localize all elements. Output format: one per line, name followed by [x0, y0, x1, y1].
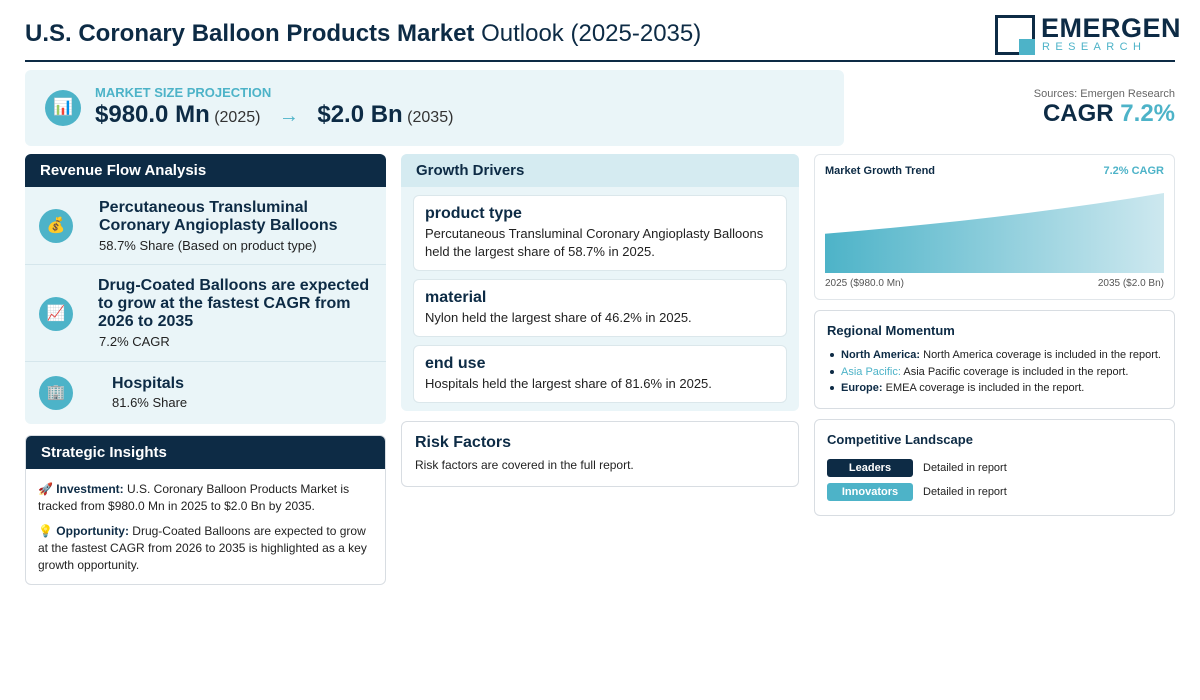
insight-label: Investment:: [56, 482, 124, 496]
region-label: North America:: [841, 349, 921, 361]
growth-drivers-panel: Growth Drivers product type Percutaneous…: [401, 154, 799, 411]
revenue-item-sub: 7.2% CAGR: [99, 334, 170, 349]
region-label: Asia Pacific:: [841, 365, 901, 378]
competitive-landscape-panel: Competitive Landscape Leaders Detailed i…: [814, 419, 1175, 516]
chart-cagr: 7.2% CAGR: [1103, 165, 1164, 177]
sources-text: Sources: Emergen Research: [1033, 88, 1175, 100]
page-title: U.S. Coronary Balloon Products Market Ou…: [25, 20, 701, 48]
logo-mark-icon: [995, 15, 1035, 55]
driver-title: product type: [425, 205, 522, 222]
insight-text: U.S. Coronary Balloon Products Market is…: [38, 482, 350, 513]
cagr-label: CAGR: [1042, 100, 1114, 127]
region-text: Asia Pacific coverage is included in the…: [903, 365, 1129, 378]
region-north-america: North America: North America coverage is…: [827, 347, 1162, 364]
logo-main-text: EMERGEN: [1041, 13, 1182, 43]
driver-title: material: [425, 289, 487, 306]
risk-factors-title: Risk Factors: [415, 434, 512, 451]
logo-sub-text: RESEARCH: [1042, 41, 1147, 53]
insight-investment: 🚀 Investment: U.S. Coronary Balloon Prod…: [26, 481, 385, 515]
innovators-badge: Innovators: [827, 483, 913, 501]
region-europe: Europe: EMEA coverage is included in the…: [827, 380, 1162, 397]
risk-factors-panel: Risk Factors Risk factors are covered in…: [401, 421, 799, 487]
revenue-item-product-type: 💰 Percutaneous Transluminal Coronary Ang…: [25, 187, 386, 265]
region-asia-pacific: Asia Pacific: Asia Pacific coverage is i…: [827, 364, 1162, 381]
region-list: North America: North America coverage is…: [827, 347, 1162, 397]
cagr-display: CAGR 7.2%: [1043, 100, 1175, 128]
insight-label: Opportunity:: [56, 524, 129, 538]
money-bag-icon: 💰: [39, 209, 73, 243]
driver-card-product-type: product type Percutaneous Transluminal C…: [413, 195, 787, 271]
revenue-item-title: Hospitals: [112, 375, 185, 392]
start-year: (2025): [214, 109, 261, 126]
revenue-item-hospitals: 🏢 Hospitals 81.6% Share: [25, 362, 386, 424]
strategic-insights-panel: Strategic Insights 🚀 Investment: U.S. Co…: [25, 435, 386, 585]
lightbulb-icon: 💡: [38, 524, 53, 538]
cagr-value: 7.2%: [1120, 100, 1175, 127]
driver-title: end use: [425, 355, 486, 372]
insight-opportunity: 💡 Opportunity: Drug-Coated Balloons are …: [26, 523, 385, 574]
revenue-item-sub: 58.7% Share (Based on product type): [99, 238, 317, 253]
strategic-insights-heading: Strategic Insights: [26, 436, 385, 469]
chart-start-label: 2025 ($980.0 Mn): [825, 278, 904, 289]
projection-values: $980.0 Mn (2025) → $2.0 Bn (2035): [95, 101, 453, 129]
projection-label: MARKET SIZE PROJECTION: [95, 85, 272, 100]
competitive-row-innovators: Innovators Detailed in report: [827, 480, 1162, 504]
market-size-projection: 📊 MARKET SIZE PROJECTION $980.0 Mn (2025…: [25, 70, 844, 146]
end-year: (2035): [407, 109, 454, 126]
driver-text: Nylon held the largest share of 46.2% in…: [425, 310, 692, 325]
revenue-item-sub: 81.6% Share: [112, 395, 188, 410]
bar-chart-icon: 📊: [45, 90, 81, 126]
rocket-icon: 🚀: [38, 482, 53, 496]
competitive-text: Detailed in report: [923, 486, 1007, 498]
competitive-row-leaders: Leaders Detailed in report: [827, 456, 1162, 480]
page-header: U.S. Coronary Balloon Products Market Ou…: [25, 12, 1181, 62]
title-rest: Outlook (2025-2035): [481, 20, 702, 47]
start-value: $980.0 Mn: [95, 101, 210, 128]
revenue-flow-heading: Revenue Flow Analysis: [25, 154, 386, 187]
end-value: $2.0 Bn: [317, 101, 403, 128]
competitive-text: Detailed in report: [923, 462, 1007, 474]
region-label: Europe:: [841, 382, 883, 394]
leaders-badge: Leaders: [827, 459, 913, 477]
arrow-right-icon: →: [278, 105, 299, 127]
insight-text: Drug-Coated Balloons are expected to gro…: [38, 524, 367, 572]
revenue-flow-panel: Revenue Flow Analysis 💰 Percutaneous Tra…: [25, 154, 386, 424]
risk-factors-text: Risk factors are covered in the full rep…: [415, 458, 634, 472]
revenue-item-title: Percutaneous Transluminal Coronary Angio…: [99, 199, 338, 234]
trend-chart-icon: 📈: [39, 297, 73, 331]
competitive-landscape-title: Competitive Landscape: [827, 432, 973, 447]
driver-card-end-use: end use Hospitals held the largest share…: [413, 345, 787, 403]
regional-momentum-panel: Regional Momentum North America: North A…: [814, 310, 1175, 409]
hospital-icon: 🏢: [39, 376, 73, 410]
trend-area-svg: [825, 193, 1164, 273]
region-text: North America coverage is included in th…: [923, 349, 1161, 361]
chart-title: Market Growth Trend: [825, 165, 936, 177]
driver-text: Percutaneous Transluminal Coronary Angio…: [425, 226, 764, 259]
driver-text: Hospitals held the largest share of 81.6…: [425, 376, 712, 391]
emergen-logo[interactable]: EMERGEN RESEARCH: [995, 13, 1181, 56]
regional-momentum-title: Regional Momentum: [827, 323, 955, 338]
chart-end-label: 2035 ($2.0 Bn): [1097, 278, 1164, 289]
revenue-item-drug-coated: 📈 Drug-Coated Balloons are expected to g…: [25, 265, 386, 362]
region-text: EMEA coverage is included in the report.: [885, 382, 1085, 394]
market-growth-trend-chart: Market Growth Trend 7.2% CAGR 2025 ($980…: [814, 154, 1175, 300]
revenue-item-title: Drug-Coated Balloons are expected to gro…: [98, 277, 370, 330]
growth-drivers-heading: Growth Drivers: [401, 154, 799, 187]
driver-card-material: material Nylon held the largest share of…: [413, 279, 787, 337]
title-bold: U.S. Coronary Balloon Products Market: [25, 20, 475, 47]
trend-area: [825, 193, 1164, 273]
